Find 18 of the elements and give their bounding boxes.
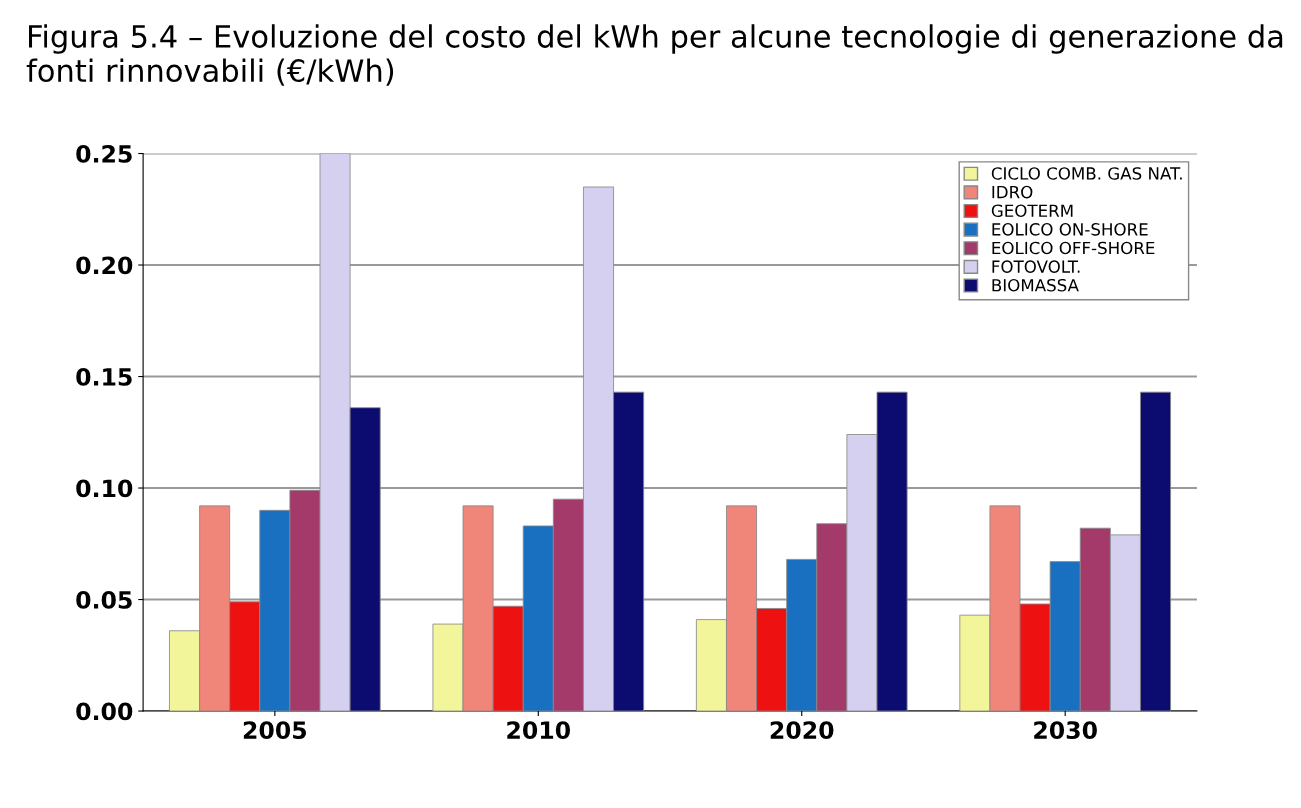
y-tick-label: 0.05 bbox=[76, 590, 132, 609]
chart-title: Figura 5.4 – Evoluzione del costo del kWh per alcune tecnologie di generazione da fonti rinnovabili (€/kWh) bbox=[26, 24, 1283, 86]
x-tick-label: 2005 bbox=[243, 721, 307, 740]
y-tick-label: 0.25 bbox=[76, 144, 132, 163]
y-tick-label: 0.15 bbox=[76, 367, 132, 386]
x-tick-label: 2030 bbox=[1034, 721, 1097, 740]
x-tick-label: 2020 bbox=[770, 721, 834, 740]
legend-label: EOLICO ON-SHORE bbox=[992, 223, 1148, 236]
legend-label: EOLICO OFF-SHORE bbox=[992, 241, 1155, 255]
legend-label: FOTOVOLT. bbox=[992, 260, 1080, 273]
legend-label: IDRO bbox=[992, 185, 1033, 199]
y-tick-label: 0.20 bbox=[76, 256, 133, 275]
y-tick-label: 0.00 bbox=[76, 702, 133, 721]
x-tick-label: 2010 bbox=[507, 721, 571, 740]
legend-label: BIOMASSA bbox=[992, 278, 1079, 292]
legend-label: CICLO COMB. GAS NAT. bbox=[991, 167, 1182, 180]
y-tick-label: 0.10 bbox=[76, 479, 133, 498]
legend-label: GEOTERM bbox=[991, 204, 1073, 218]
